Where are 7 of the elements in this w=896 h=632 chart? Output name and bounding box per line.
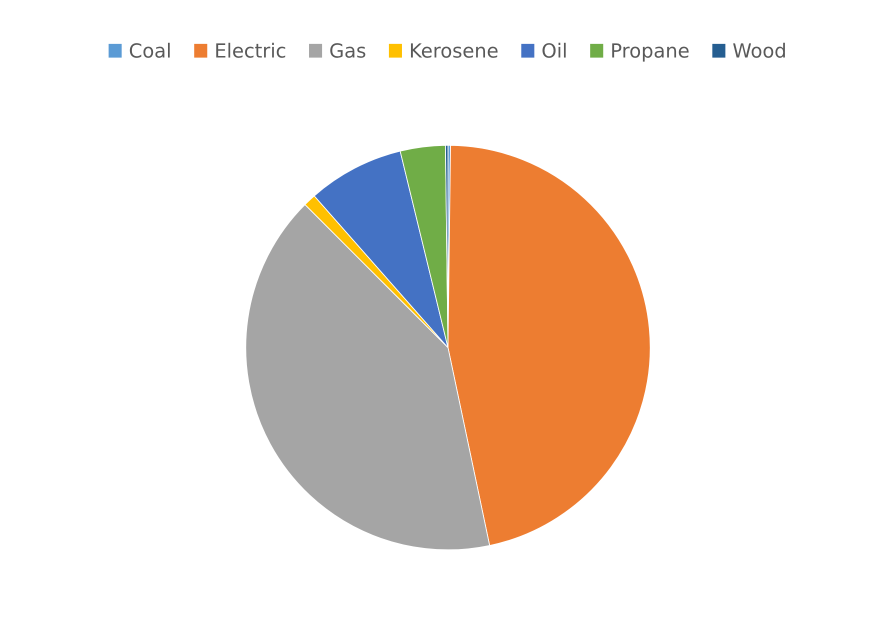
legend-label: Propane — [612, 43, 689, 62]
legend-label: Electric — [216, 42, 286, 58]
legend-label: Gas — [330, 43, 366, 58]
legend-label: Oil — [542, 42, 566, 58]
legend-label: Kerosene — [410, 43, 498, 58]
legend-label: Wood — [733, 42, 785, 58]
legend-label: Coal — [130, 42, 170, 58]
